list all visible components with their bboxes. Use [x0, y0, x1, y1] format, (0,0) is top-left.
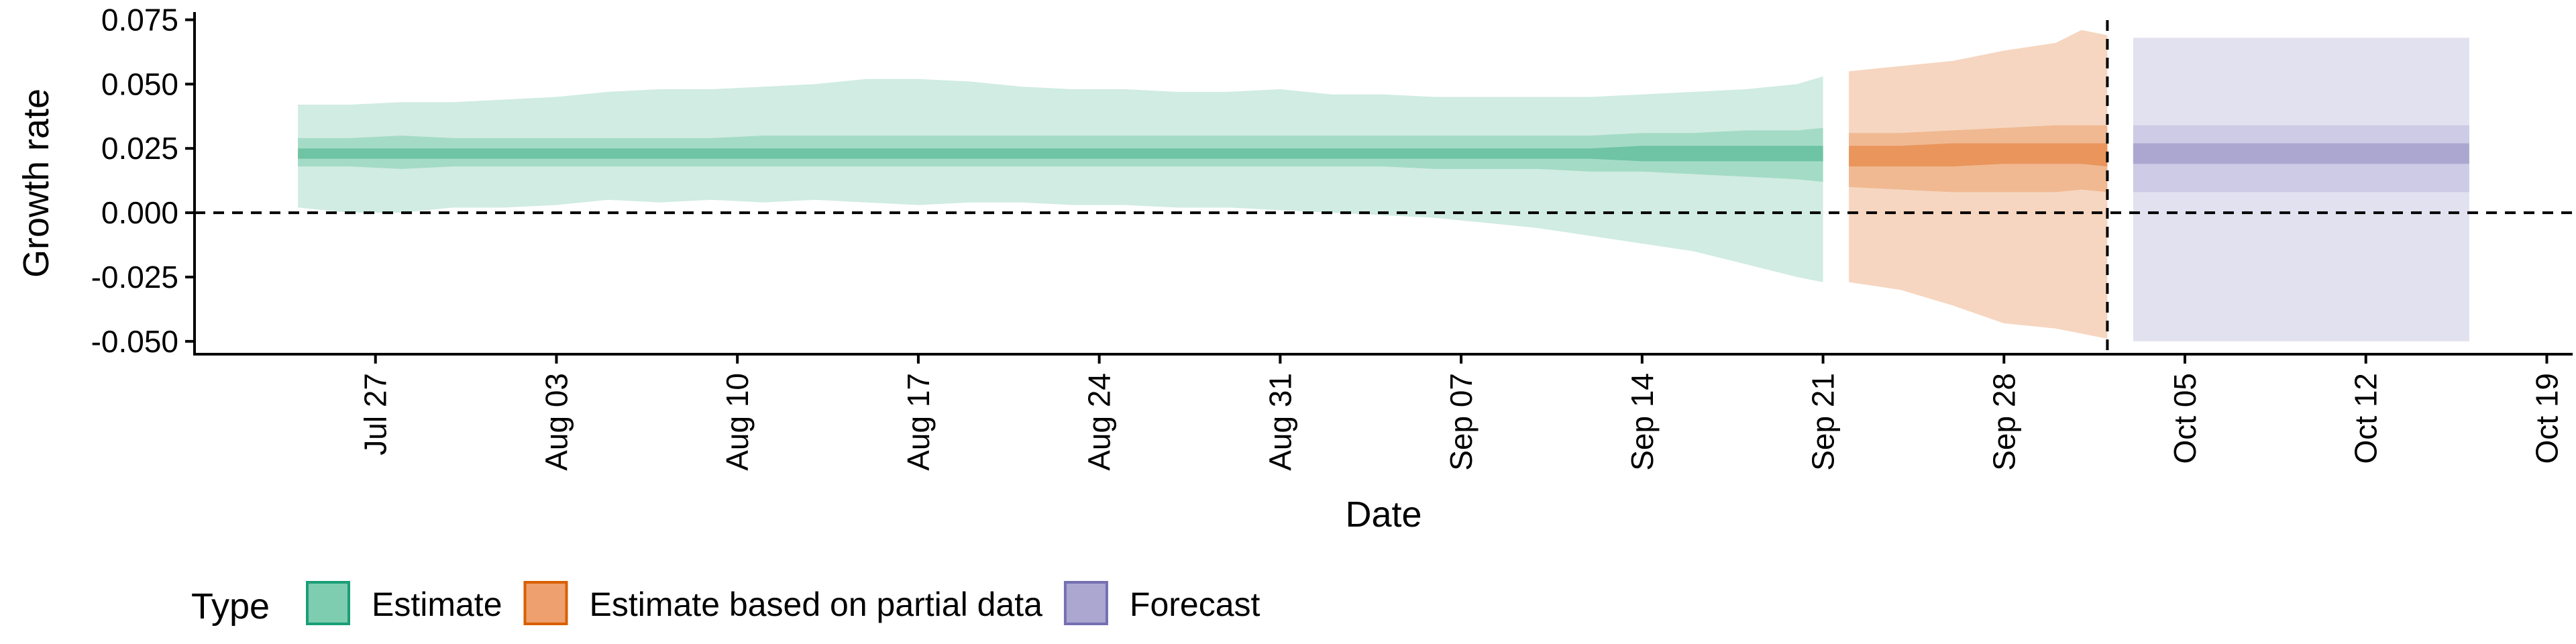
x-axis-ticks: Jul 27 Aug 03 Aug 10 Aug 17 Aug 24 Aug 31 Sep … [358, 354, 2564, 471]
x-tick-label: Sep 14 [1625, 373, 1660, 471]
x-tick-label: Jul 27 [358, 373, 393, 455]
legend-label: Forecast [1130, 586, 1260, 623]
legend-swatch [306, 581, 350, 625]
legend-swatch [1063, 581, 1108, 625]
x-tick-label: Oct 05 [2167, 373, 2202, 464]
y-tick-label: 0.050 [101, 66, 178, 101]
y-tick-label: 0.025 [101, 131, 178, 166]
band-estimate-90 [298, 76, 1823, 282]
y-tick-label: 0.000 [101, 195, 178, 230]
x-tick-label: Oct 12 [2349, 373, 2383, 464]
legend-item-estimate-based-on-partial-data: Estimate based on partial data [523, 581, 1043, 625]
x-tick-label: Sep 28 [1986, 373, 2021, 471]
series-forecast [2133, 38, 2469, 341]
legend: Type Estimate Estimate based on partial d… [191, 581, 1260, 627]
legend-items: Estimate Estimate based on partial data Fo… [306, 581, 1260, 625]
legend-swatch [523, 581, 568, 625]
band-forecast-20 [2133, 143, 2469, 164]
legend-label: Estimate based on partial data [590, 586, 1043, 623]
x-tick-label: Aug 10 [720, 373, 755, 471]
x-tick-label: Sep 07 [1444, 373, 1479, 471]
legend-title: Type [191, 586, 270, 627]
y-tick-label: -0.025 [91, 260, 178, 294]
band-estimate-20 [298, 146, 1823, 162]
bands-layer [298, 30, 2469, 341]
band-estimate-based-on-partial-data-20 [1849, 143, 2108, 167]
x-tick-label: Oct 19 [2529, 373, 2564, 464]
x-tick-label: Aug 03 [539, 373, 574, 471]
series-estimate [298, 76, 1823, 282]
x-tick-label: Sep 21 [1806, 373, 1841, 471]
y-axis-ticks: 0.075 0.050 0.025 0.000 -0.025 -0.050 [91, 3, 195, 359]
x-tick-label: Aug 31 [1263, 373, 1297, 471]
series-estimate-based-on-partial-data [1849, 30, 2108, 339]
legend-item-forecast: Forecast [1063, 581, 1260, 625]
x-axis-title: Date [1345, 494, 1421, 535]
y-tick-label: 0.075 [101, 3, 178, 38]
legend-item-estimate: Estimate [306, 581, 502, 625]
x-tick-label: Aug 17 [901, 373, 936, 471]
y-tick-label: -0.050 [91, 324, 178, 359]
x-tick-label: Aug 24 [1082, 373, 1117, 471]
y-axis-title: Growth rate [16, 89, 56, 278]
legend-label: Estimate [372, 586, 502, 623]
